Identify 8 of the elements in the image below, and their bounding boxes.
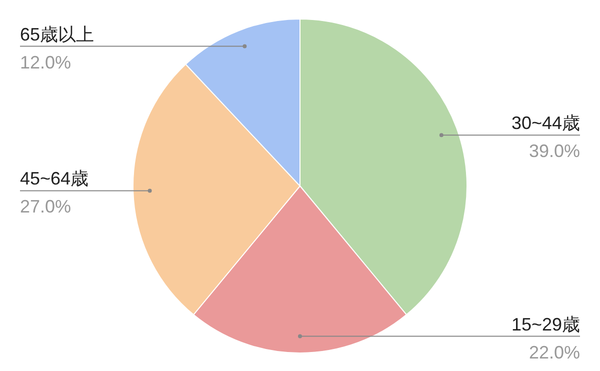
data-label: 12.0%: [20, 52, 72, 72]
slice-label: 15~29歳: [511, 314, 580, 334]
data-label: 27.0%: [20, 196, 72, 217]
slice-label: 65歳以上: [20, 24, 94, 44]
data-label: 39.0%: [528, 141, 580, 162]
data-label: 22.0%: [528, 342, 580, 362]
slice-label: 30~44歳: [511, 113, 580, 134]
slice-label: 45~64歳: [20, 168, 89, 189]
